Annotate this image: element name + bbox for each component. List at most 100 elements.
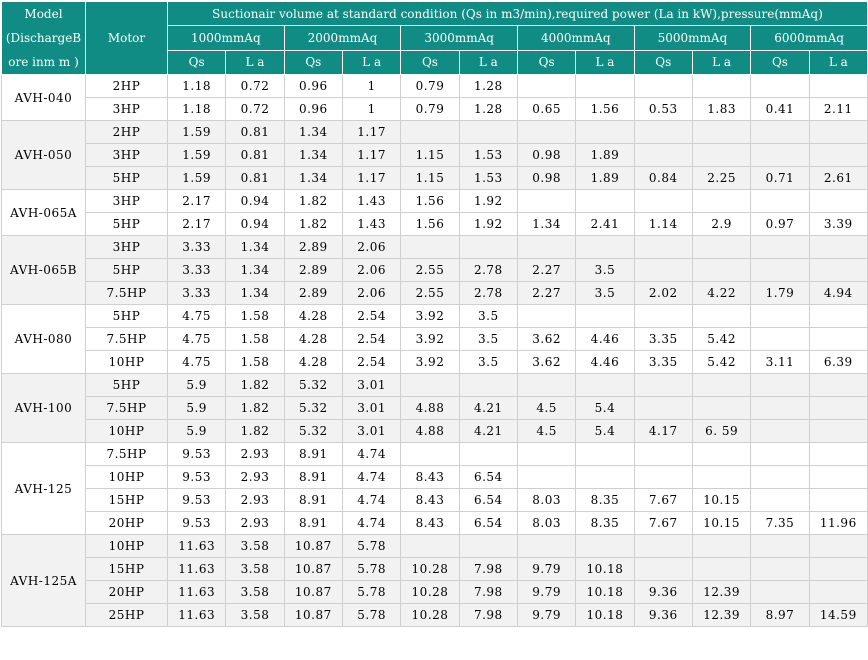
la-cell (808, 258, 868, 282)
la-cell: 3.5 (575, 258, 635, 282)
qs-cell: 0.65 (516, 97, 577, 121)
la-cell: 1.83 (691, 97, 752, 121)
la-cell: 1.82 (225, 396, 285, 420)
motor-cell: 20HP (85, 511, 168, 535)
model-group: AVH-040 2HP 1.18 0.72 0.96 1 0.79 1.28 3HP 1.18 0.… (1, 74, 868, 121)
motor-cell: 3HP (85, 235, 168, 259)
la-cell (691, 74, 752, 98)
la-cell: 2.61 (808, 166, 868, 190)
la-header: L a (808, 49, 868, 76)
qs-cell: 8.91 (283, 442, 343, 466)
motor-cell: 15HP (85, 488, 168, 512)
la-cell (808, 488, 868, 512)
qs-cell: 0.53 (633, 97, 693, 121)
sub-header-row: Qs L a Qs L a Qs L a Qs L a Qs L a Qs L a (2, 49, 868, 76)
table-row: 20HP 11.63 3.58 10.87 5.78 10.28 7.98 9.79 10.18… (2, 580, 868, 604)
qs-cell: 11.63 (166, 580, 227, 604)
la-cell: 2.78 (458, 281, 518, 305)
la-cell: 2.9 (691, 212, 752, 236)
qs-cell (400, 373, 460, 397)
qs-cell: 3.92 (400, 304, 460, 328)
qs-cell: 11.63 (166, 603, 227, 627)
qs-cell: 1.14 (633, 212, 693, 236)
pressure-header: 4000mmAq (516, 25, 635, 51)
table-row: 10HP 5.9 1.82 5.32 3.01 4.88 4.21 4.5 5.4 4.17 6. … (2, 419, 868, 443)
qs-cell: 1.56 (400, 212, 460, 236)
la-cell (575, 534, 635, 558)
table-row: 10HP 4.75 1.58 4.28 2.54 3.92 3.5 3.62 4.46 3.35 5… (2, 350, 868, 374)
la-cell: 7.98 (458, 557, 518, 581)
qs-cell (516, 189, 577, 213)
la-cell (808, 465, 868, 489)
qs-cell (750, 580, 810, 604)
qs-cell: 8.43 (400, 511, 460, 535)
qs-cell (750, 488, 810, 512)
la-cell: 1.82 (225, 373, 285, 397)
la-cell: 6.54 (458, 488, 518, 512)
qs-cell (633, 557, 693, 581)
model-cell: AVH-065A (1, 189, 86, 236)
qs-cell: 2.02 (633, 281, 693, 305)
qs-cell: 9.36 (633, 580, 693, 604)
qs-cell: 8.91 (283, 488, 343, 512)
qs-cell: 2.17 (166, 212, 227, 236)
la-cell (808, 235, 868, 259)
la-cell: 0.94 (225, 189, 285, 213)
qs-header: Qs (400, 49, 460, 76)
qs-cell: 2.27 (516, 258, 577, 282)
la-cell (575, 120, 635, 144)
la-cell: 5.42 (691, 350, 752, 374)
la-cell: 12.39 (691, 580, 752, 604)
qs-cell: 3.62 (516, 350, 577, 374)
la-cell (691, 557, 752, 581)
qs-cell (400, 120, 460, 144)
la-cell: 1.92 (458, 189, 518, 213)
motor-cell: 3HP (85, 97, 168, 121)
qs-cell (633, 74, 693, 98)
qs-cell: 3.92 (400, 327, 460, 351)
qs-cell: 1.82 (283, 212, 343, 236)
la-cell (808, 74, 868, 98)
qs-cell: 9.36 (633, 603, 693, 627)
qs-cell: 4.75 (166, 304, 227, 328)
table-row: 7.5HP 5.9 1.82 5.32 3.01 4.88 4.21 4.5 5.4 (2, 396, 868, 420)
model-header-sub: (DischargeB ore inm m ) (5, 31, 82, 69)
qs-cell (633, 373, 693, 397)
table-row: AVH-125A 10HP 11.63 3.58 10.87 5.78 (1, 534, 868, 627)
qs-cell: 1.59 (166, 120, 227, 144)
motor-cell: 5HP (85, 373, 168, 397)
la-cell: 1.82 (225, 419, 285, 443)
model-cell: AVH-050 (1, 120, 86, 190)
qs-cell: 10.87 (283, 557, 343, 581)
pressure-header: 5000mmAq (633, 25, 752, 51)
qs-cell: 5.32 (283, 419, 343, 443)
qs-cell: 3.35 (633, 327, 693, 351)
la-cell: 1.56 (575, 97, 635, 121)
motor-cell: 5HP (85, 212, 168, 236)
la-cell: 1.17 (341, 120, 402, 144)
qs-cell: 11.63 (166, 534, 227, 558)
qs-cell: 11.63 (166, 557, 227, 581)
qs-cell: 3.35 (633, 350, 693, 374)
qs-cell (633, 396, 693, 420)
la-cell: 2.93 (225, 488, 285, 512)
qs-cell (633, 442, 693, 466)
qs-cell: 4.5 (516, 419, 577, 443)
la-cell: 2.06 (341, 235, 402, 259)
la-cell: 0.94 (225, 212, 285, 236)
qs-cell: 1.59 (166, 143, 227, 167)
qs-cell: 3.11 (750, 350, 810, 374)
qs-cell: 4.5 (516, 396, 577, 420)
la-cell: 10.15 (691, 511, 752, 535)
qs-cell (633, 465, 693, 489)
qs-cell: 2.27 (516, 281, 577, 305)
la-cell: 10.18 (575, 580, 635, 604)
qs-cell (516, 120, 577, 144)
table-header: Model (DischargeB ore inm m ) Motor Suct… (1, 0, 868, 76)
la-cell (691, 304, 752, 328)
la-cell (458, 373, 518, 397)
motor-cell: 20HP (85, 580, 168, 604)
la-cell: 0.81 (225, 166, 285, 190)
qs-cell (750, 74, 810, 98)
model-cell: AVH-040 (1, 74, 86, 121)
